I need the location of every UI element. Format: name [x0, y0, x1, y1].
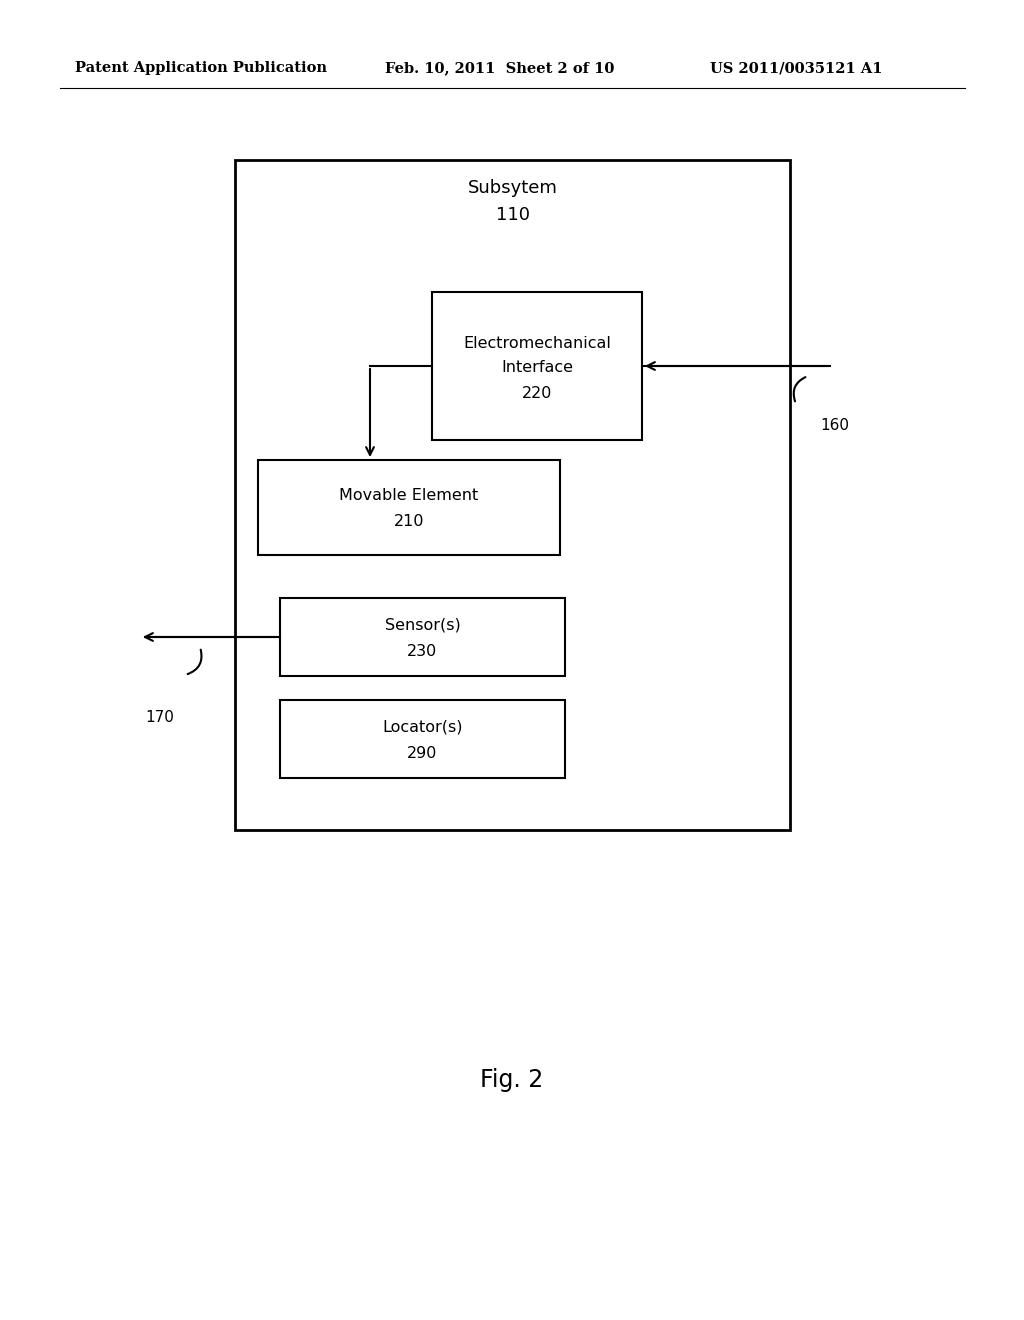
- Text: 170: 170: [145, 710, 174, 725]
- Text: Interface: Interface: [501, 360, 573, 375]
- Text: Movable Element: Movable Element: [339, 488, 478, 503]
- Bar: [258, 459, 560, 554]
- Bar: [280, 700, 565, 777]
- Bar: [280, 598, 565, 676]
- Bar: [234, 160, 790, 830]
- Text: Fig. 2: Fig. 2: [480, 1068, 544, 1092]
- Text: Patent Application Publication: Patent Application Publication: [75, 61, 327, 75]
- Text: 220: 220: [522, 387, 552, 401]
- Text: 290: 290: [408, 746, 437, 760]
- Bar: [432, 292, 642, 440]
- Text: 230: 230: [408, 644, 437, 659]
- Text: Locator(s): Locator(s): [382, 719, 463, 734]
- Text: Feb. 10, 2011  Sheet 2 of 10: Feb. 10, 2011 Sheet 2 of 10: [385, 61, 614, 75]
- Text: 210: 210: [394, 513, 424, 529]
- Text: Electromechanical: Electromechanical: [463, 337, 611, 351]
- Text: Subsytem: Subsytem: [468, 180, 557, 197]
- Text: Sensor(s): Sensor(s): [385, 618, 461, 632]
- Text: US 2011/0035121 A1: US 2011/0035121 A1: [710, 61, 883, 75]
- Text: 110: 110: [496, 206, 529, 224]
- Text: 160: 160: [820, 418, 849, 433]
